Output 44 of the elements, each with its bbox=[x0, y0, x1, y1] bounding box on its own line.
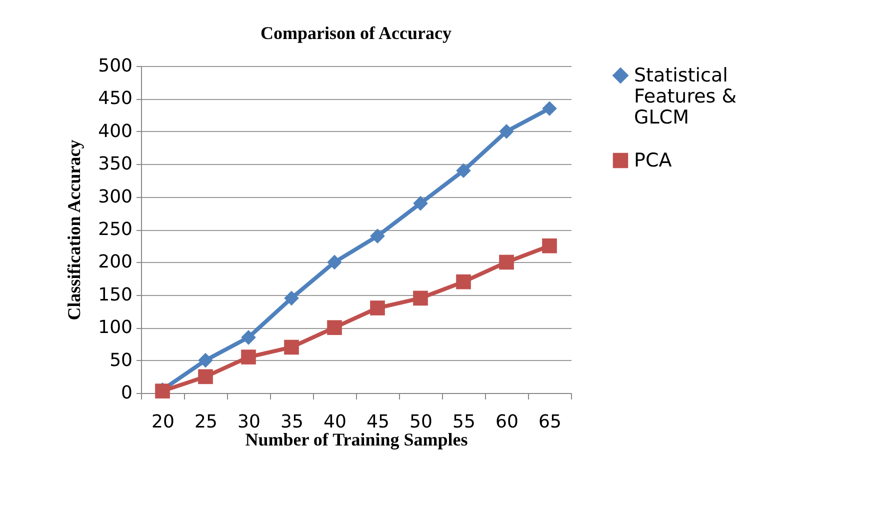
point bbox=[284, 340, 299, 355]
y-tick-label: 350 bbox=[98, 154, 132, 175]
point bbox=[241, 330, 256, 345]
point bbox=[327, 254, 342, 270]
chart-title: Comparison of Accuracy bbox=[260, 23, 452, 43]
point bbox=[241, 350, 256, 364]
y-axis-title: Classification Accuracy bbox=[64, 140, 84, 320]
point bbox=[370, 300, 385, 316]
x-tick-label: 50 bbox=[410, 412, 432, 432]
x-tick-label: 65 bbox=[538, 412, 562, 432]
point bbox=[370, 228, 385, 244]
y-tick-label: 0 bbox=[121, 382, 132, 404]
y-tick-label: 200 bbox=[98, 252, 132, 273]
point bbox=[198, 352, 213, 368]
x-tick-label: 45 bbox=[366, 412, 390, 432]
point bbox=[284, 290, 299, 306]
x-tick-label: 20 bbox=[152, 412, 174, 432]
point bbox=[456, 274, 471, 290]
y-tick-label: 100 bbox=[98, 317, 132, 338]
x-axis-title: Number of Training Samples bbox=[245, 430, 468, 450]
legend-label: Statistical Features & GLCM bbox=[634, 64, 737, 128]
point bbox=[327, 320, 342, 336]
x-tick-label: 40 bbox=[324, 412, 346, 432]
point bbox=[542, 101, 557, 116]
x-tick-label: 60 bbox=[496, 412, 518, 432]
y-tick-label: 500 bbox=[98, 56, 132, 76]
point bbox=[456, 163, 471, 178]
point bbox=[413, 290, 428, 306]
y-tick-label: 250 bbox=[98, 219, 132, 240]
x-tick-label: 25 bbox=[194, 412, 218, 432]
x-tick-label: 30 bbox=[238, 412, 260, 432]
legend-label: PCA bbox=[634, 150, 672, 172]
x-tick-label: 35 bbox=[280, 412, 304, 432]
point bbox=[499, 254, 514, 270]
y-tick-label: 300 bbox=[98, 186, 132, 208]
y-tick-label: 50 bbox=[110, 350, 132, 371]
point bbox=[542, 238, 557, 254]
y-tick-label: 450 bbox=[98, 88, 132, 110]
point bbox=[198, 369, 213, 384]
y-tick-label: 150 bbox=[98, 284, 132, 306]
point bbox=[413, 196, 428, 211]
point bbox=[499, 124, 514, 139]
x-tick-label: 55 bbox=[452, 412, 476, 432]
y-tick-label: 400 bbox=[98, 120, 132, 142]
